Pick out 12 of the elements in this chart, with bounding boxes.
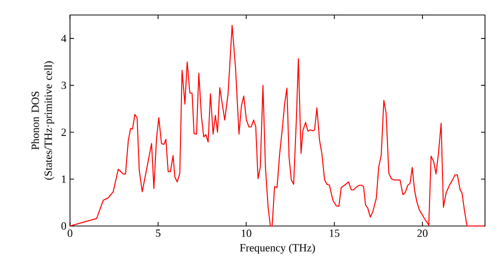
- x-tick-label: 10: [242, 230, 252, 237]
- y-tick-label: 4: [61, 34, 66, 42]
- x-tick-label: 20: [417, 230, 428, 237]
- y-tick-label: 3: [62, 82, 66, 90]
- x-tick-label: 5: [156, 230, 160, 237]
- y-tick-label: 1: [62, 175, 66, 183]
- x-tick-label: 15: [330, 230, 340, 237]
- y-tick-label: 0: [61, 222, 66, 230]
- x-axis-title: Frequency (THz): [240, 244, 315, 254]
- y-tick-label: 2: [61, 128, 66, 136]
- y-axis-title: Phonon DOS (States/THz·primitive cell): [31, 61, 54, 180]
- x-tick-label: 0: [68, 230, 72, 237]
